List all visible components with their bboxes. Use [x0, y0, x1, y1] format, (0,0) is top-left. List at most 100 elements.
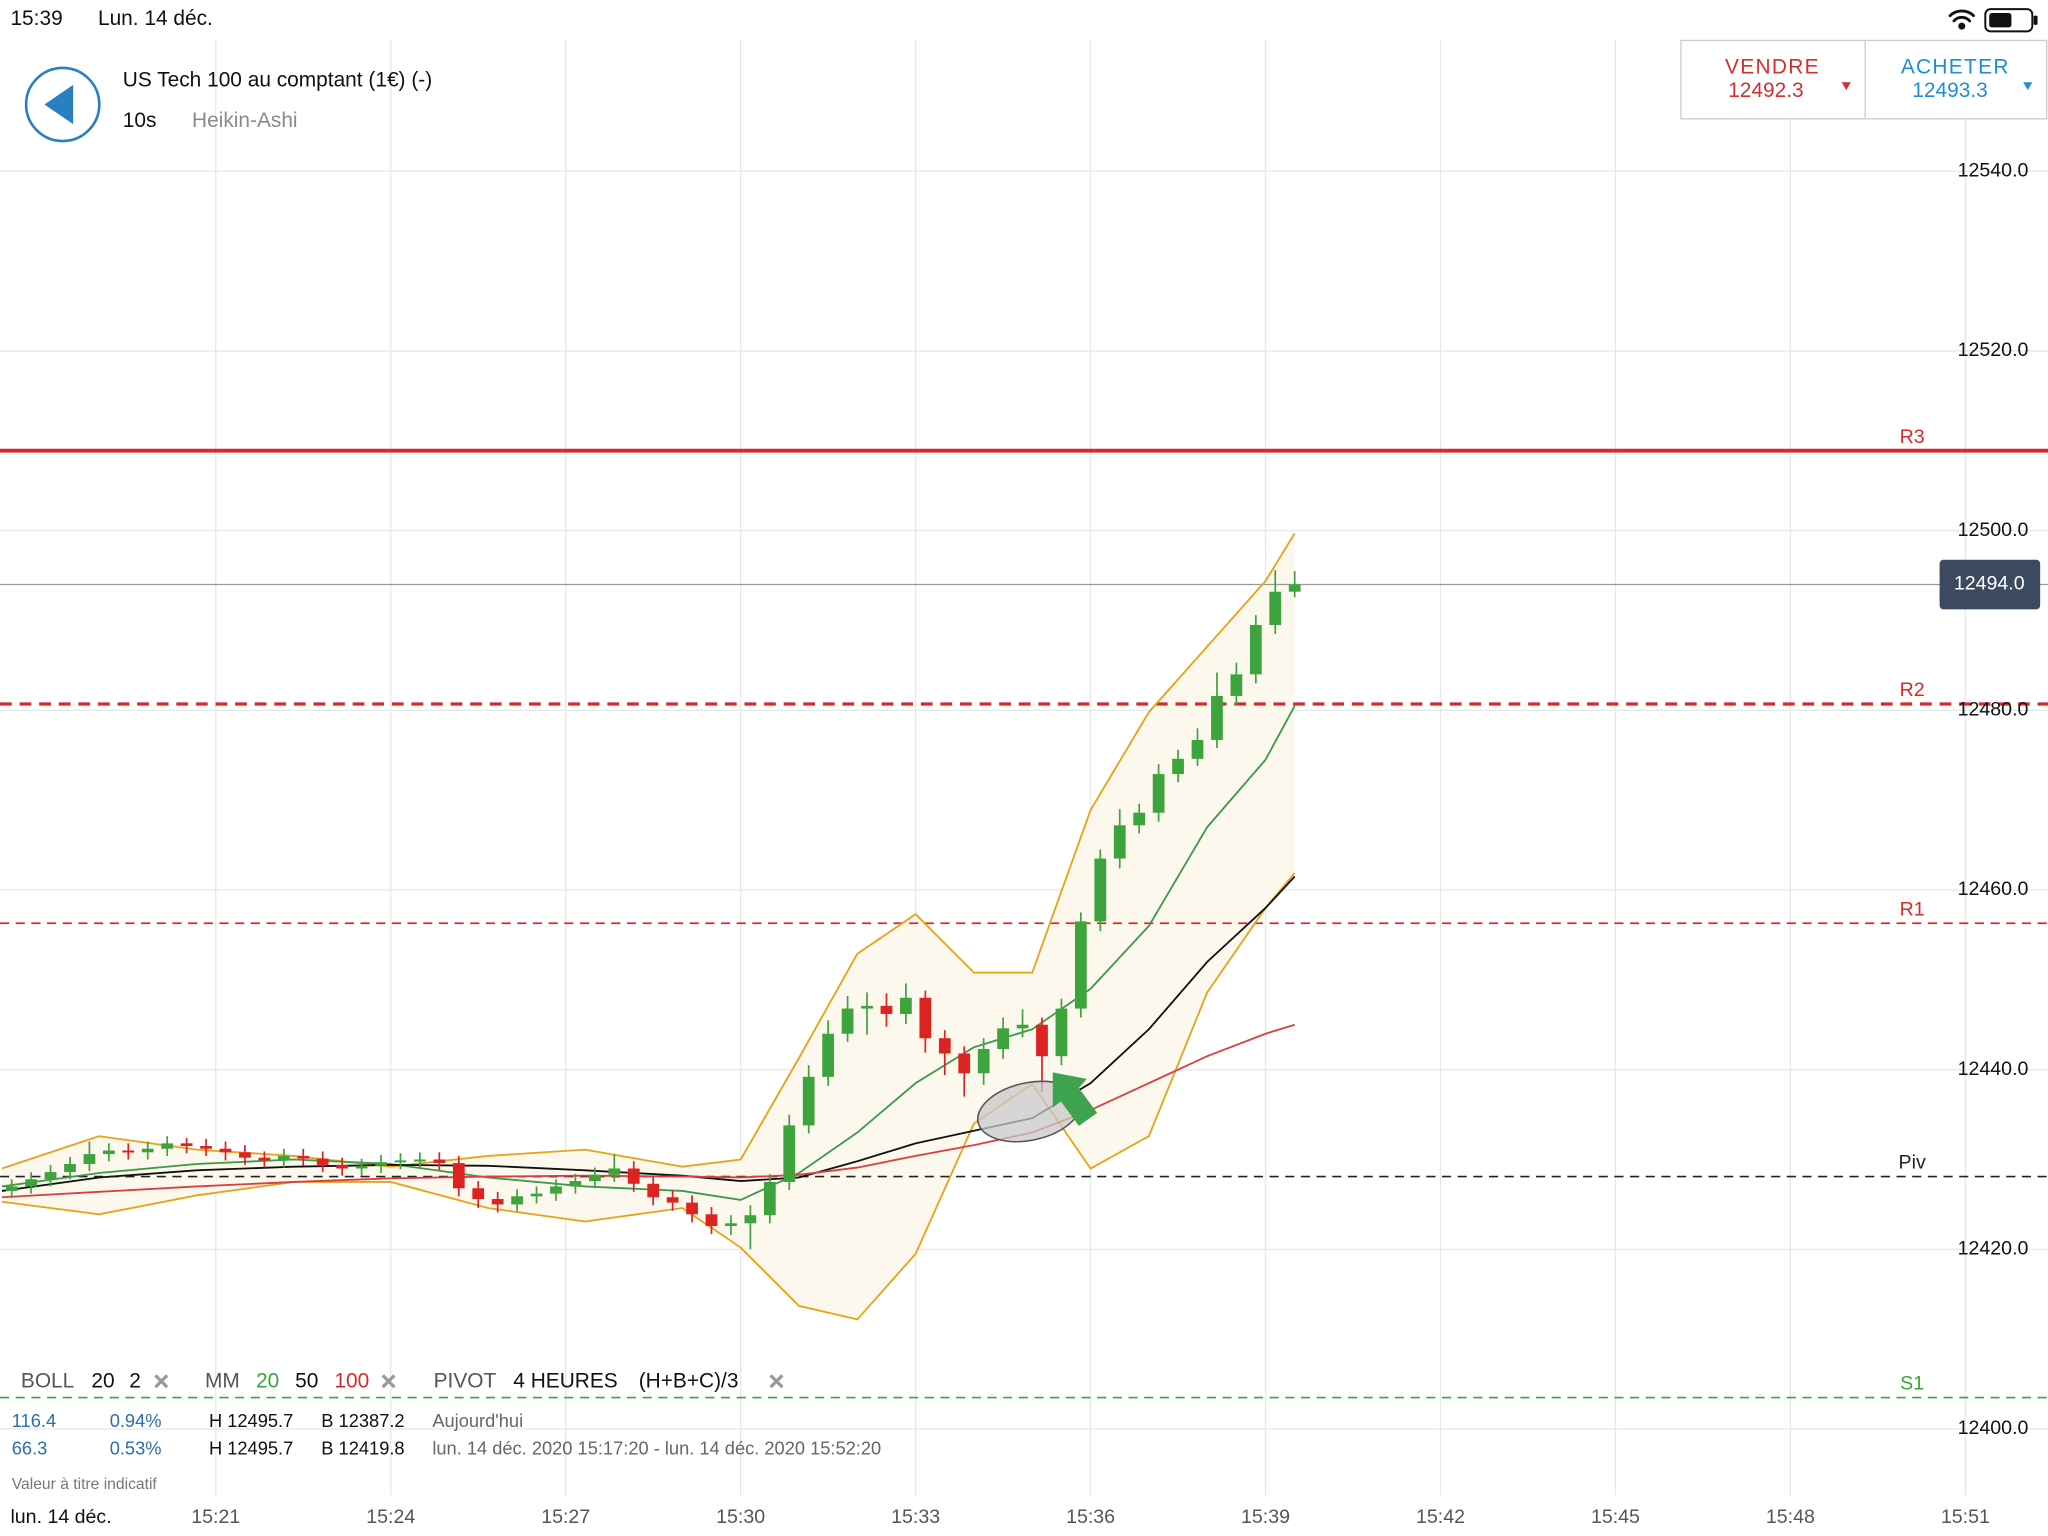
candle-body	[180, 1143, 193, 1147]
mm-p3[interactable]: 100	[334, 1369, 369, 1392]
plot: R3 R2 R1 Piv S1 12400.0 12420.0 12440.0 12460.0 1…	[0, 39, 2048, 1496]
candle-body	[686, 1202, 698, 1215]
candle-body	[550, 1186, 562, 1194]
candle-body	[1152, 774, 1165, 813]
remove-boll[interactable]	[154, 1374, 169, 1389]
candle-body	[627, 1168, 640, 1184]
candle-body	[44, 1172, 57, 1180]
stat-low: B 12419.8	[321, 1438, 404, 1459]
candle-body	[141, 1148, 154, 1153]
sell-button[interactable]: VENDRE 12492.3	[1725, 55, 1851, 102]
candle-body	[1133, 812, 1146, 826]
stat-value: 66.3	[12, 1438, 48, 1459]
candle-body	[25, 1179, 37, 1187]
candle-body	[414, 1159, 426, 1162]
x-tick-label: 15:33	[891, 1506, 940, 1528]
candle-body	[394, 1160, 407, 1163]
candle-body	[433, 1159, 446, 1164]
x-tick-label: 15:27	[541, 1506, 590, 1528]
candle-body	[861, 1005, 873, 1009]
boll-label[interactable]: BOLL	[21, 1369, 74, 1392]
candle-body	[5, 1186, 18, 1191]
stat-percent: 0.94%	[110, 1410, 162, 1431]
y-tick-label: 12420.0	[1958, 1238, 2029, 1260]
pivot-formula[interactable]: (H+B+C)/3	[639, 1369, 739, 1392]
status-date: Lun. 14 déc.	[98, 7, 213, 30]
candle-body	[161, 1143, 174, 1149]
stat-range: Aujourd'hui	[432, 1410, 523, 1431]
candle-body	[1113, 825, 1126, 859]
bollinger-fill	[1, 533, 1295, 1320]
candle-body	[64, 1163, 76, 1173]
indicator-line	[1, 875, 1296, 1192]
buy-label[interactable]: ACHETER	[1901, 55, 2010, 78]
remove-mm[interactable]	[381, 1374, 396, 1389]
y-tick-label: 12440.0	[1958, 1058, 2029, 1080]
y-tick-label: 12520.0	[1958, 339, 2029, 361]
candle-body	[1269, 591, 1282, 625]
chart-style[interactable]: Heikin-Ashi	[192, 109, 298, 132]
interval[interactable]: 10s	[123, 109, 157, 132]
sell-label[interactable]: VENDRE	[1725, 55, 1820, 78]
y-tick-label: 12500.0	[1958, 519, 2029, 541]
x-tick-label: 15:24	[366, 1506, 415, 1528]
date-label: lun. 14 déc.	[10, 1506, 111, 1528]
candle-body	[783, 1125, 796, 1182]
candle-body	[375, 1162, 387, 1166]
candle-body	[472, 1188, 485, 1200]
candle-body	[200, 1146, 212, 1149]
candle-body	[1172, 758, 1184, 775]
stat-high: H 12495.7	[209, 1410, 293, 1431]
candle-body	[900, 997, 912, 1014]
battery-icon	[1984, 8, 2038, 33]
indicator-legend: BOLL 20 2 MM 20 50 100 PIVOT 4 HEURES (H…	[21, 1369, 784, 1392]
candle-body	[511, 1196, 523, 1205]
boll-deviation[interactable]: 2	[129, 1369, 141, 1392]
pivot-level-label: S1	[1900, 1373, 1924, 1395]
pivot-period[interactable]: 4 HEURES	[513, 1369, 617, 1392]
candle-body	[841, 1008, 854, 1034]
y-tick-label: 12460.0	[1958, 878, 2029, 900]
buy-button[interactable]: ACHETER 12493.3	[1901, 55, 2033, 102]
candle-body	[977, 1048, 990, 1074]
y-tick-label: 12480.0	[1958, 698, 2029, 720]
candle-body	[1074, 921, 1087, 1009]
candle-body	[822, 1033, 835, 1077]
annotation	[976, 1072, 1098, 1143]
candle-body	[763, 1181, 776, 1216]
mm-p1[interactable]: 20	[256, 1369, 279, 1392]
candle-body	[336, 1164, 349, 1169]
boll-period[interactable]: 20	[91, 1369, 114, 1392]
candle-body	[219, 1148, 232, 1153]
candle-body	[1036, 1024, 1048, 1057]
date-box	[0, 1499, 131, 1536]
instrument-title: US Tech 100 au comptant (1€) (-)	[123, 68, 432, 91]
candle-body	[588, 1174, 601, 1182]
buy-price[interactable]: 12493.3	[1912, 79, 1987, 102]
stats: 116.4 0.94% H 12495.7 B 12387.2 Aujourd'…	[12, 1410, 881, 1458]
remove-pivot[interactable]	[769, 1374, 784, 1389]
candle-body	[452, 1163, 465, 1189]
pivot-level-label: R1	[1900, 898, 1925, 920]
candle-body	[608, 1168, 621, 1175]
candle-body	[1211, 695, 1223, 740]
sell-price[interactable]: 12492.3	[1728, 79, 1803, 102]
y-tick-label: 12400.0	[1958, 1417, 2029, 1439]
mm-p2[interactable]: 50	[295, 1369, 318, 1392]
y-tick-label: 12540.0	[1958, 159, 2029, 181]
pivot-level-label: Piv	[1899, 1152, 1926, 1174]
candle-body	[725, 1223, 737, 1226]
status-time: 15:39	[10, 7, 62, 30]
x-tick-label: 15:45	[1591, 1506, 1640, 1528]
candle-body	[1288, 584, 1301, 592]
candle-body	[277, 1155, 290, 1161]
pivot-label[interactable]: PIVOT	[434, 1369, 497, 1392]
candle-body	[666, 1197, 679, 1203]
back-button[interactable]	[24, 66, 101, 143]
candle-body	[958, 1053, 971, 1074]
mm-label[interactable]: MM	[205, 1369, 240, 1392]
candle-body	[919, 997, 932, 1039]
stat-value: 116.4	[12, 1410, 56, 1431]
candle-body	[802, 1076, 815, 1126]
